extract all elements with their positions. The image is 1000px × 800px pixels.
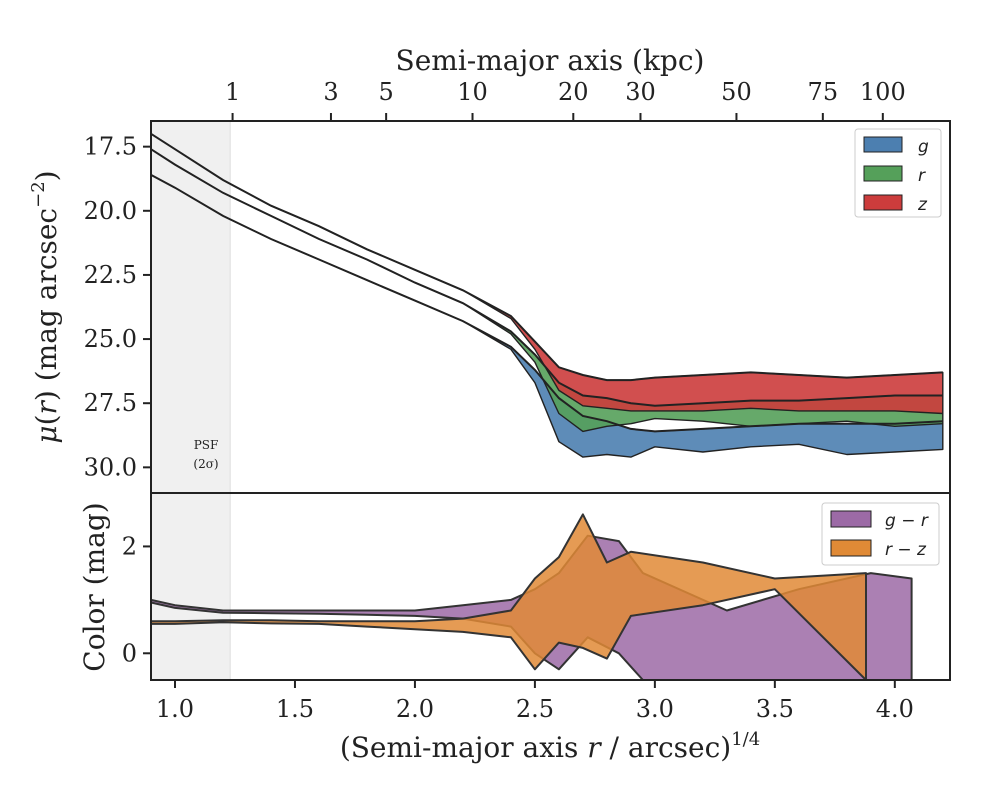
xlabel-pre: (Semi-major axis — [340, 731, 587, 764]
color-panel: 02 1.0 1.5 2.0 2.5 3.0 3.5 4.0 Color (mag) (Se… — [78, 492, 951, 764]
xtick-label: 2.5 — [516, 695, 554, 723]
legend-label-r-z: r − z — [885, 540, 927, 560]
psf-label-line2: (2σ) — [193, 457, 218, 471]
top-tick-label: 1 — [225, 78, 240, 106]
sb-ytick-label: 22.5 — [84, 261, 137, 289]
sb-ytick-label: 17.5 — [84, 133, 137, 161]
xtick-label: 3.0 — [636, 695, 674, 723]
color-ytick-label: 0 — [122, 639, 137, 667]
xtick-label: 3.5 — [756, 695, 794, 723]
x-axis-label: (Semi-major axis r / arcsec)1/4 — [340, 729, 760, 764]
top-tick-label: 50 — [721, 78, 752, 106]
sb-ylabel-symbol: μ — [30, 425, 63, 443]
sb-ylabel-pre: ( — [30, 414, 63, 425]
sb-series-edges — [150, 132, 943, 433]
legend-swatch-r — [863, 165, 903, 182]
legend-label-g-r: g − r — [885, 511, 929, 531]
sb-panel: 17.5 20.0 22.5 25.0 27.5 30.0 1 3 5 10 20 30 50 75 10… — [28, 44, 951, 494]
top-tick-label: 3 — [323, 78, 338, 106]
top-tick-label: 75 — [808, 78, 839, 106]
sb-line-z — [150, 132, 943, 382]
color-psf-region — [150, 492, 231, 681]
sb-ytick-label: 25.0 — [84, 325, 137, 353]
color-y-axis-label: Color (mag) — [78, 502, 111, 671]
xlabel-var: r — [587, 731, 602, 764]
sb-ylabel-var: r — [30, 399, 63, 414]
top-tick-label: 30 — [625, 78, 656, 106]
color-legend: g − r r − z — [821, 502, 940, 566]
xlabel-post: / arcsec) — [601, 731, 732, 764]
sb-ytick-label: 20.0 — [84, 197, 137, 225]
sb-y-ticks: 17.5 20.0 22.5 25.0 27.5 30.0 — [84, 133, 151, 481]
legend-label-z: z — [917, 195, 928, 215]
top-tick-label: 5 — [379, 78, 394, 106]
top-tick-label: 100 — [860, 78, 906, 106]
xtick-label: 2.0 — [396, 695, 434, 723]
top-tick-label: 10 — [457, 78, 488, 106]
sb-line-g — [150, 174, 943, 433]
legend-label-r: r — [918, 166, 926, 186]
xtick-label: 1.0 — [156, 695, 194, 723]
sb-ytick-label: 30.0 — [84, 453, 137, 481]
color-y-ticks: 02 — [122, 532, 151, 667]
color-ytick-label: 2 — [122, 532, 137, 560]
legend-swatch-g — [863, 136, 903, 153]
sb-ylabel-post: ) (mag arcsec — [30, 208, 63, 401]
top-axis-ticks: 1 3 5 10 20 30 50 75 100 — [225, 78, 906, 121]
sb-ytick-label: 27.5 — [84, 389, 137, 417]
sb-legend: g r z — [854, 128, 942, 218]
sb-ylabel-sup: −2 — [28, 181, 49, 208]
legend-swatch-g-r — [830, 510, 872, 528]
legend-label-g: g — [918, 137, 929, 157]
psf-label-line1: PSF — [194, 438, 219, 452]
top-axis-label: Semi-major axis (kpc) — [396, 44, 705, 77]
top-tick-label: 20 — [558, 78, 589, 106]
xlabel-sup: 1/4 — [731, 729, 760, 750]
color-x-ticks: 1.0 1.5 2.0 2.5 3.0 3.5 4.0 — [156, 680, 914, 723]
sb-line-r — [150, 148, 943, 407]
sb-y-axis-label: μ(r) (mag arcsec−2) — [28, 170, 63, 443]
color-series-areas — [150, 513, 913, 681]
sb-ylabel-end: ) — [30, 170, 63, 181]
legend-swatch-r-z — [830, 539, 872, 557]
xtick-label: 1.5 — [276, 695, 314, 723]
xtick-label: 4.0 — [876, 695, 914, 723]
legend-swatch-z — [863, 194, 903, 211]
color-plot-frame — [150, 492, 951, 681]
sb-series-areas — [150, 133, 944, 458]
